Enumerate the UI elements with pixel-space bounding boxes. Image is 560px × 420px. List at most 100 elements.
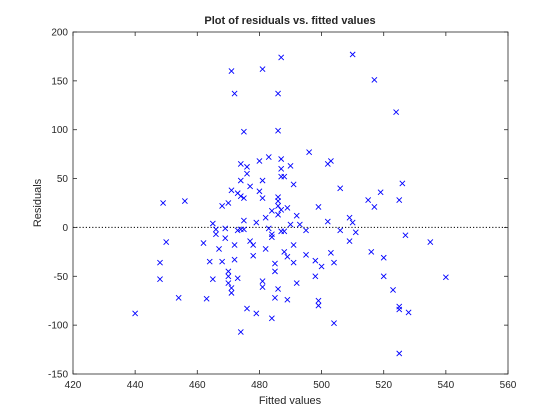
data-point <box>296 221 303 228</box>
data-point <box>272 294 278 301</box>
data-point <box>219 203 226 209</box>
data-point <box>222 235 229 242</box>
data-point <box>396 306 403 313</box>
data-point <box>268 315 275 322</box>
data-point <box>228 68 235 75</box>
data-point <box>244 170 250 177</box>
y-tick-label: -100 <box>48 321 68 332</box>
data-point <box>346 214 353 221</box>
data-point <box>396 197 403 203</box>
data-point <box>225 280 232 287</box>
data-point <box>200 240 207 246</box>
data-point <box>225 273 232 280</box>
data-point <box>399 180 406 187</box>
data-point <box>203 295 210 302</box>
data-point <box>237 193 244 200</box>
data-point <box>281 228 288 235</box>
data-point <box>231 242 238 248</box>
data-point <box>278 165 285 172</box>
x-tick-label: 500 <box>313 380 330 391</box>
data-point <box>231 256 238 263</box>
y-tick-label: 0 <box>62 223 68 234</box>
data-point <box>278 156 285 162</box>
y-axis-label: Residuals <box>32 178 44 227</box>
data-point <box>393 109 400 116</box>
data-point <box>287 162 294 169</box>
data-point <box>268 207 275 214</box>
y-tick-label: -50 <box>54 272 69 283</box>
data-point <box>315 203 322 210</box>
x-tick-label: 460 <box>189 380 206 391</box>
data-point <box>349 219 356 226</box>
x-tick-label: 540 <box>438 380 455 391</box>
data-point <box>213 226 219 233</box>
data-point <box>337 227 344 234</box>
data-point <box>262 214 269 221</box>
data-point <box>237 329 244 335</box>
data-point <box>284 204 291 211</box>
data-point <box>253 310 260 317</box>
data-point <box>209 220 216 227</box>
data-point <box>402 232 409 239</box>
data-point <box>318 263 325 270</box>
x-tick-label: 440 <box>127 380 144 391</box>
data-point <box>240 195 247 202</box>
data-point <box>265 154 272 160</box>
data-point <box>380 254 387 261</box>
data-point <box>272 260 278 267</box>
data-point <box>371 203 378 210</box>
y-tick-label: 50 <box>57 174 69 185</box>
data-point <box>247 238 254 245</box>
data-point <box>331 259 337 266</box>
data-point <box>281 248 288 255</box>
data-point <box>163 239 170 246</box>
data-point <box>275 203 281 209</box>
data-point <box>293 280 300 287</box>
data-point <box>216 246 222 252</box>
data-point <box>293 212 300 219</box>
data-point <box>250 242 257 248</box>
data-point <box>272 268 278 275</box>
data-point <box>365 197 372 203</box>
data-point <box>290 181 297 188</box>
data-point <box>256 158 263 164</box>
data-point <box>253 219 260 226</box>
data-point <box>315 297 322 304</box>
data-point <box>240 217 247 224</box>
data-point <box>396 350 403 357</box>
data-point <box>346 238 353 245</box>
data-point <box>290 242 297 248</box>
y-tick-label: 200 <box>51 28 68 39</box>
data-point <box>284 296 291 303</box>
data-point <box>303 227 309 234</box>
data-point <box>157 259 163 266</box>
data-point <box>213 231 219 238</box>
data-point <box>349 51 356 58</box>
data-point <box>237 160 244 167</box>
data-point <box>225 268 232 275</box>
data-point <box>209 276 216 283</box>
chart-title: Plot of residuals vs. fitted values <box>204 15 375 27</box>
data-point <box>240 226 247 233</box>
data-point <box>268 234 275 241</box>
data-points <box>132 51 449 357</box>
data-point <box>284 253 291 260</box>
data-point <box>228 289 235 296</box>
data-point <box>306 149 313 156</box>
data-point <box>442 274 449 281</box>
plot-area <box>72 31 509 375</box>
y-tick-label: 150 <box>51 76 68 87</box>
data-point <box>265 225 272 232</box>
data-point <box>275 90 281 97</box>
data-point <box>368 248 375 255</box>
data-point <box>237 177 244 184</box>
data-point <box>160 200 167 206</box>
data-point <box>278 54 285 61</box>
data-point <box>427 239 434 246</box>
data-point <box>225 200 232 206</box>
data-point <box>219 258 226 265</box>
data-point <box>132 310 139 317</box>
y-tick-label: -150 <box>48 370 68 381</box>
data-point <box>228 187 235 194</box>
data-point <box>250 252 257 259</box>
